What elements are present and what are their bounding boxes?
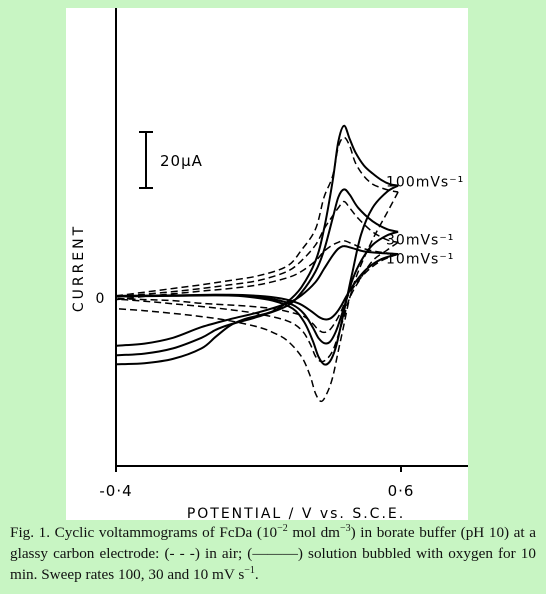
curve-label-3: 10mVs⁻¹	[386, 251, 454, 267]
axes	[115, 8, 468, 472]
caption-superscript-1: −2	[277, 522, 288, 534]
x-tick-label: -0·4	[99, 482, 132, 500]
series-line-2	[115, 191, 399, 403]
curve-label-2: 30mVs⁻¹	[386, 233, 454, 249]
scale-bar-label: 20μA	[160, 152, 203, 170]
caption-text-2: mol dm	[287, 524, 340, 541]
series-line-11	[115, 245, 399, 347]
voltammogram-chart: -0·4 0·6 POTENTIAL / V vs. S.C.E. CURRENT 0 2…	[71, 8, 468, 520]
series-line-4	[115, 184, 399, 366]
x-axis-label: POTENTIAL / V vs. S.C.E.	[187, 506, 405, 520]
figure-caption: Fig. 1. Cyclic voltammograms of FcDa (10…	[10, 522, 536, 585]
curve-label-1: 100mVs⁻¹	[386, 174, 464, 190]
caption-text-3: ) in borate buffer (pH 10) at a glassy c…	[10, 524, 536, 583]
caption-text-1: Cyclic voltammograms of FcDa (10	[50, 524, 278, 541]
x-tick-label: 0·6	[388, 482, 415, 500]
series-line-3	[115, 124, 399, 366]
caption-fig-label: Fig. 1.	[10, 524, 51, 541]
series-line-6	[115, 241, 399, 363]
series-line-12	[115, 253, 399, 321]
figure-panel: -0·4 0·6 POTENTIAL / V vs. S.C.E. CURRENT 0 2…	[66, 8, 468, 520]
curves	[115, 124, 399, 403]
chart-text: -0·4 0·6 POTENTIAL / V vs. S.C.E. CURRENT 0 2…	[71, 152, 464, 520]
y-zero-label: 0	[96, 291, 105, 307]
series-line-7	[115, 188, 399, 357]
caption-text-4: .	[254, 566, 259, 583]
series-line-10	[115, 253, 399, 334]
caption-superscript-2: −3	[340, 522, 351, 534]
series-line-5	[115, 200, 399, 298]
series-line-1	[115, 136, 399, 297]
series-line-9	[115, 240, 399, 301]
caption-superscript-3: −1	[244, 564, 255, 576]
y-axis-label: CURRENT	[71, 224, 87, 312]
